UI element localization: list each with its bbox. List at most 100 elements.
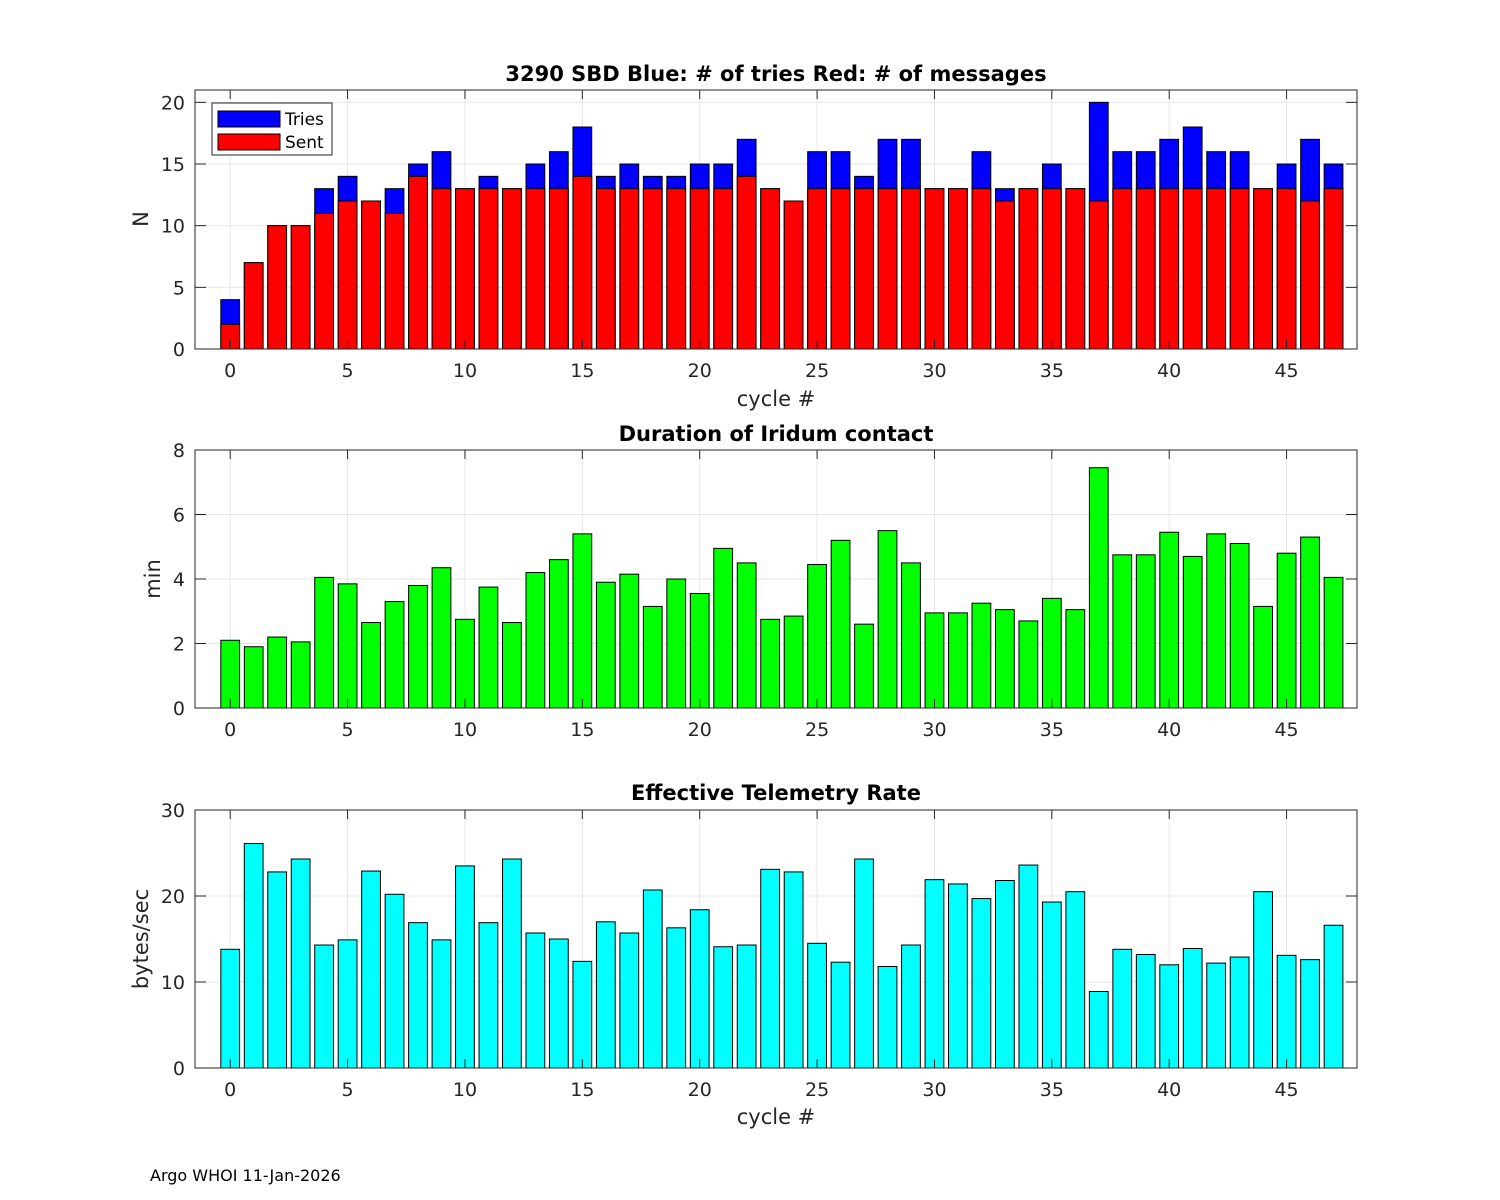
bar [1065,891,1086,1069]
bar [1088,467,1109,709]
x-tick-label: 40 [1157,1079,1181,1101]
bar-sent [901,188,921,350]
x-tick-label: 45 [1274,1079,1298,1101]
bar [666,578,687,709]
bar-sent [1018,188,1039,350]
bar-sent [267,225,288,350]
bar [572,960,593,1069]
x-tick-label: 40 [1157,719,1181,741]
bar-sent [1159,188,1180,350]
legend-label-tries: Tries [284,110,324,130]
x-tick-label: 35 [1040,360,1064,382]
bar-sent [1041,188,1062,350]
bar-sent [1300,200,1320,350]
y-tick-label: 10 [161,216,185,238]
bar [267,636,288,709]
bar [854,623,874,709]
bar-sent [431,188,452,350]
bar [901,562,921,709]
bar [1300,959,1320,1069]
bar [548,559,569,709]
bar [948,612,968,709]
bars [220,843,1344,1069]
bar-sent [1253,188,1273,350]
bar-sent [1182,188,1203,350]
bar [971,602,992,709]
x-tick-label: 10 [453,719,477,741]
bar-sent [502,188,522,350]
x-tick-label: 0 [224,360,236,382]
bar [736,562,757,709]
bar [948,883,968,1069]
bar [642,605,663,709]
bar-sent [877,188,898,350]
panel-telemetry-rate: 0 5 10 15 20 25 30 35 40 45 0 10 20 30 Effective Tele… [129,781,1358,1129]
bar [267,871,288,1069]
bar [314,576,335,709]
y-tick-label: 8 [173,440,185,462]
bar-sent [807,188,827,350]
x-tick-label: 30 [922,719,946,741]
bar-sent [760,188,781,350]
bar [478,586,499,709]
bar [290,641,311,709]
bar-sent [548,188,569,350]
bar [713,946,734,1069]
bar [901,944,921,1069]
x-tick-label: 25 [805,1079,829,1101]
footer-credit: Argo WHOI 11-Jan-2026 [150,1166,341,1185]
bar-sent [314,212,335,350]
bar-sent [830,188,851,350]
bar [361,622,381,709]
bar-sent [455,188,475,350]
bar [1206,962,1227,1069]
chart-title: Duration of Iridum contact [619,422,934,446]
x-tick-label: 20 [688,719,712,741]
x-tick-label: 25 [805,719,829,741]
bar [1253,891,1273,1069]
bar [877,966,898,1069]
y-tick-label: 5 [173,277,185,299]
bar-sent [924,188,945,350]
x-tick-label: 30 [922,360,946,382]
bar [1041,901,1062,1069]
ticks: 0 5 10 15 20 25 30 35 40 45 0 2 4 6 8 [173,440,1357,741]
bar [502,622,522,709]
x-tick-label: 15 [570,360,594,382]
bar [1041,597,1062,709]
bar [642,889,663,1069]
bar [572,533,593,709]
bar [548,938,569,1069]
x-tick-label: 45 [1274,360,1298,382]
bar [994,880,1015,1069]
bar [314,944,335,1069]
y-tick-label: 6 [173,505,185,527]
bar [220,639,241,709]
bar [1276,552,1297,709]
bar-sent [642,188,663,350]
x-tick-label: 20 [688,360,712,382]
bar-sent [595,188,616,350]
bar [1253,605,1273,709]
y-tick-label: 2 [173,634,185,656]
bar [337,939,358,1069]
bar-sent [948,188,968,350]
bar [1206,533,1227,709]
bar [1112,554,1133,709]
bar [1229,543,1250,709]
x-tick-label: 0 [224,719,236,741]
plot-frame [194,809,1358,1069]
bar [994,609,1015,709]
bar [783,615,804,709]
ticks: 0 5 10 15 20 25 30 35 40 45 0 5 10 15 20 [161,90,1357,382]
bar-sent [361,200,381,350]
bar-sent [1206,188,1227,350]
bar [478,922,499,1069]
bar-sent [1135,188,1156,350]
legend: Tries Sent [211,102,333,156]
legend-swatch-tries [217,110,281,128]
y-axis-label: N [129,211,153,227]
bar-sent [243,262,264,350]
y-axis-label: bytes/sec [129,889,153,989]
bar [830,539,851,709]
